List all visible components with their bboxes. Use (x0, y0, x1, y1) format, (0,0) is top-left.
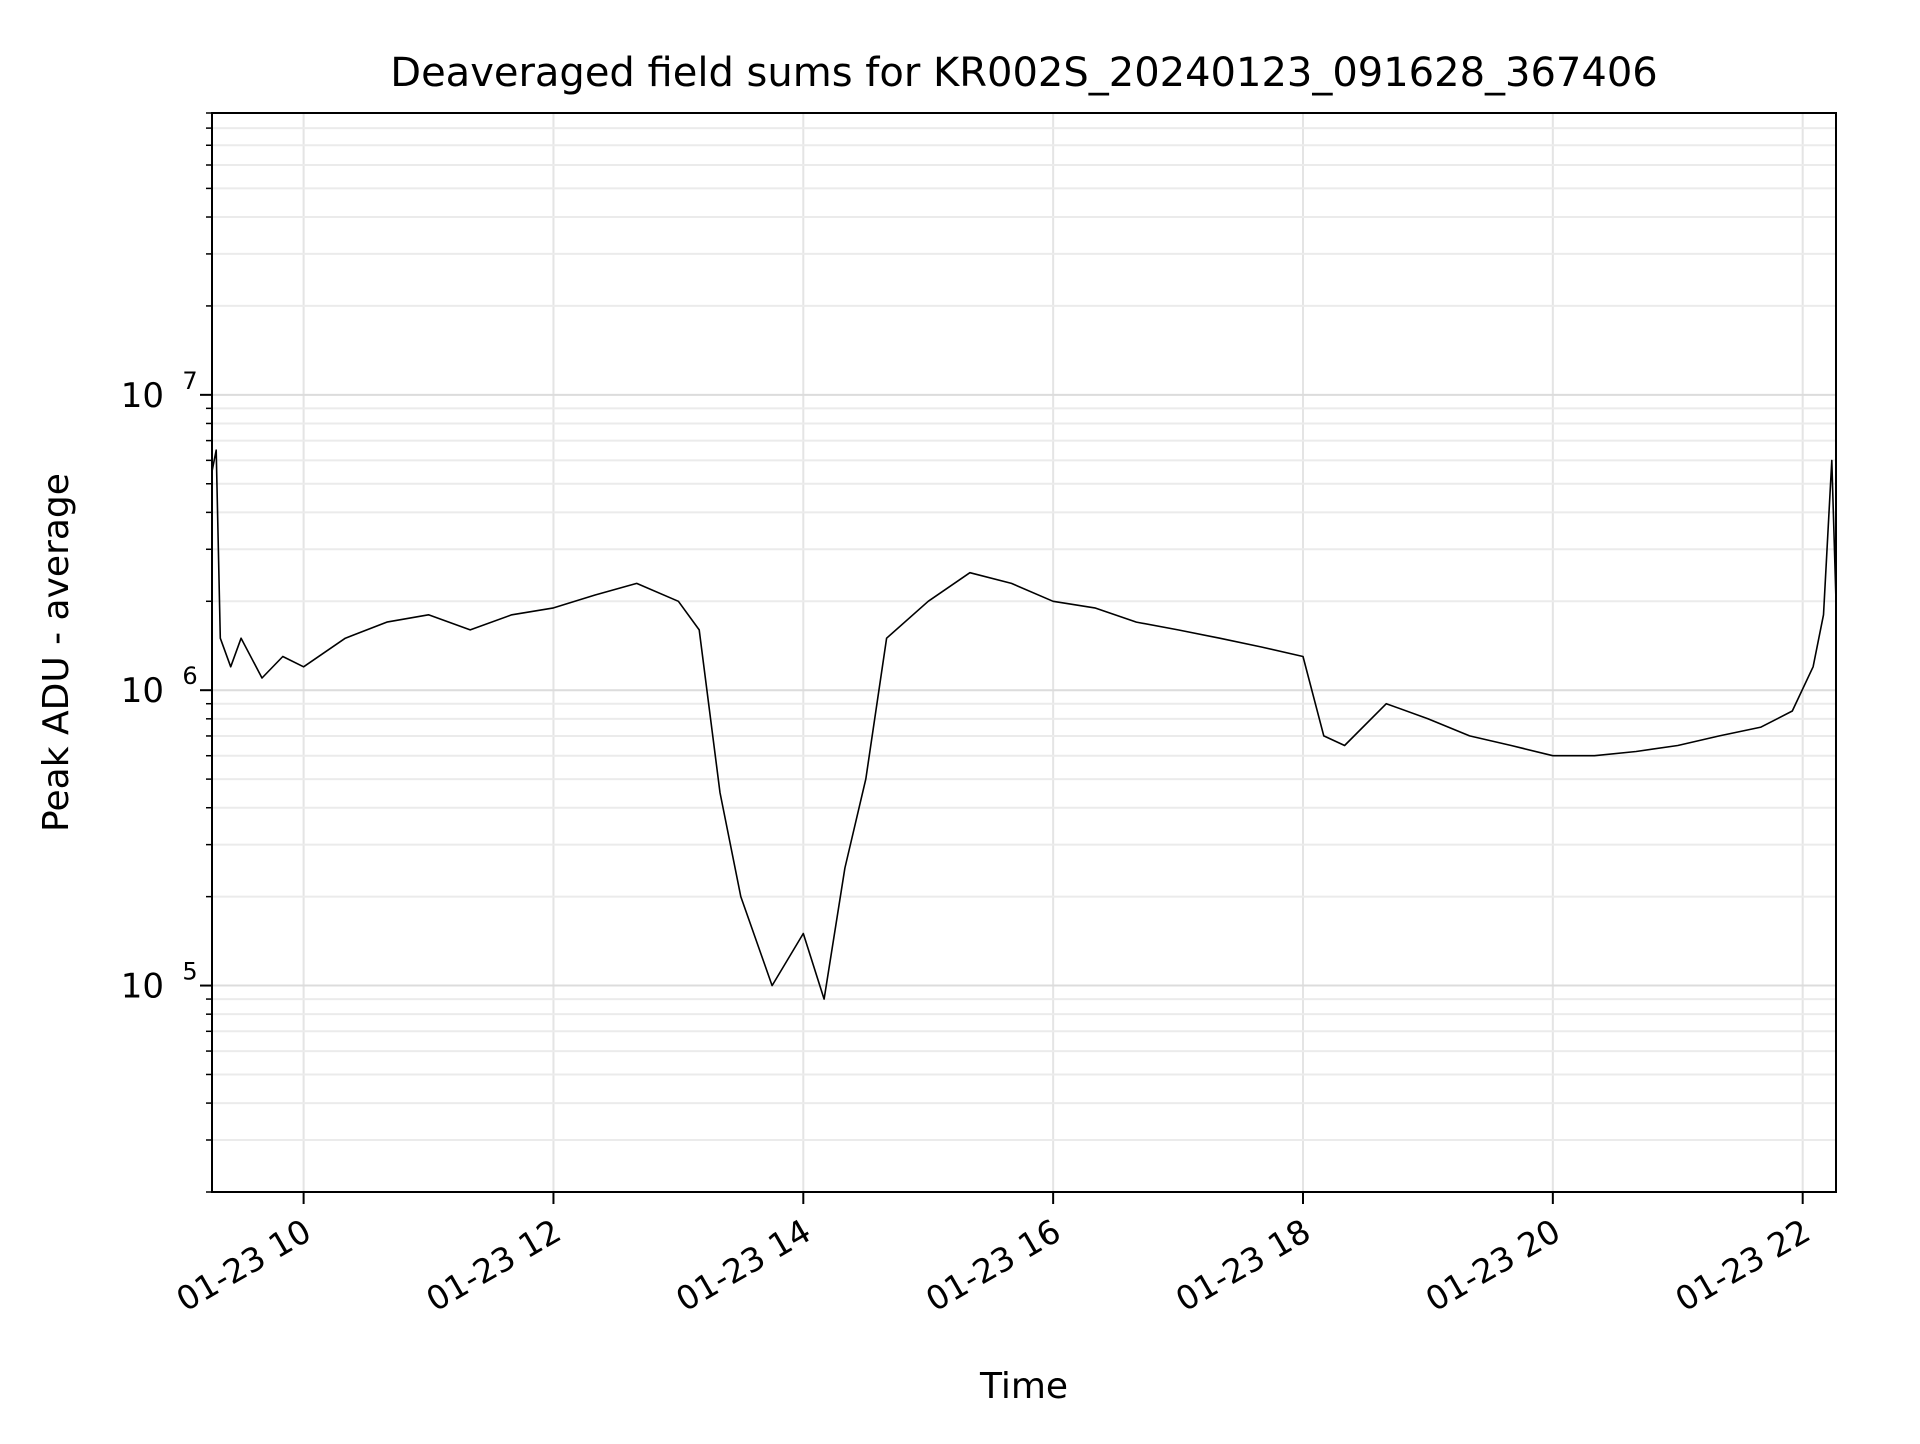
y-tick-label-base: 10 (121, 671, 164, 711)
y-tick-label-base: 10 (121, 967, 164, 1007)
series-line-group (211, 449, 1837, 1000)
y-axis-label: Peak ADU - average (36, 473, 77, 832)
y-tick-label-exponent: 5 (182, 958, 197, 986)
x-axis-label: Time (979, 1366, 1068, 1407)
series-line (211, 449, 1837, 1000)
plot-frame (211, 112, 1837, 1193)
y-tick-label-exponent: 6 (182, 662, 197, 690)
chart-title: Deaveraged field sums for KR002S_2024012… (390, 50, 1657, 96)
y-tick-label: 10 (121, 967, 164, 1007)
y-tick-label: 10 (121, 376, 164, 416)
y-tick-label-exponent: 7 (182, 367, 197, 395)
y-tick-label: 10 (121, 671, 164, 711)
grid (212, 112, 1836, 1193)
y-tick-label-base: 10 (121, 376, 164, 416)
